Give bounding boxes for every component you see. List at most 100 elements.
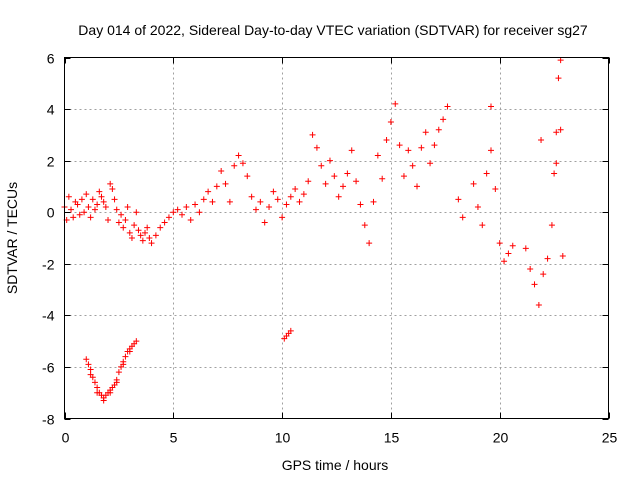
data-point (128, 235, 135, 241)
data-point (535, 302, 542, 309)
data-point (300, 191, 307, 198)
x-tick-label: 25 (602, 430, 618, 446)
data-point (74, 201, 81, 208)
data-point (146, 235, 153, 241)
data-point (479, 222, 486, 229)
data-point (366, 240, 373, 247)
data-point (522, 245, 529, 252)
data-point (239, 160, 246, 167)
data-point (344, 170, 351, 177)
data-point (179, 211, 186, 218)
data-point (89, 196, 96, 203)
data-point (309, 131, 316, 138)
data-point (266, 204, 273, 211)
data-point (91, 379, 98, 386)
data-point (248, 193, 255, 200)
data-point (65, 193, 72, 200)
data-point (76, 211, 83, 218)
data-point (487, 147, 494, 154)
data-point (331, 173, 338, 180)
data-point (115, 369, 122, 376)
data-point (111, 196, 118, 203)
data-point (133, 209, 140, 216)
data-point (205, 188, 212, 195)
data-point (81, 209, 88, 216)
data-point (83, 191, 90, 198)
data-point (91, 206, 98, 213)
data-point (83, 356, 90, 363)
data-point (418, 144, 425, 151)
data-point (531, 281, 538, 288)
data-point (85, 361, 92, 368)
y-tick-label: -4 (42, 308, 55, 324)
data-point (122, 216, 129, 223)
data-point (170, 209, 177, 216)
data-point (383, 137, 390, 144)
chart-title: Day 014 of 2022, Sidereal Day-to-day VTE… (78, 22, 588, 38)
data-point (85, 204, 92, 211)
data-point (244, 173, 251, 180)
y-tick-label: 4 (47, 102, 55, 118)
data-point (483, 170, 490, 177)
y-axis-label: SDTVAR / TECUs (4, 182, 20, 294)
data-point (113, 206, 120, 213)
data-point (113, 379, 120, 386)
data-point (435, 126, 442, 133)
data-point (226, 198, 233, 205)
data-markers (61, 57, 566, 404)
y-tick-label: 2 (47, 154, 55, 170)
data-point (187, 216, 194, 223)
data-point (157, 224, 164, 231)
data-point (283, 201, 290, 208)
data-point (137, 232, 144, 239)
data-point (559, 253, 566, 260)
data-point (144, 224, 151, 231)
y-tick-label: 6 (47, 51, 55, 67)
data-point (557, 57, 564, 64)
data-point (131, 222, 138, 229)
data-point (326, 157, 333, 164)
data-point (555, 75, 562, 82)
data-point (459, 214, 466, 221)
data-point (120, 224, 127, 231)
data-point (322, 180, 329, 187)
data-point (340, 183, 347, 190)
data-point (218, 167, 225, 174)
data-point (126, 348, 133, 355)
data-point (487, 103, 494, 110)
data-point (348, 147, 355, 154)
data-point (107, 180, 114, 187)
data-point (87, 366, 94, 373)
data-point (118, 211, 125, 218)
data-point (444, 103, 451, 110)
data-point (313, 144, 320, 151)
data-point (87, 214, 94, 221)
data-point (222, 180, 229, 187)
data-point (335, 193, 342, 200)
data-point (107, 389, 114, 396)
data-point (292, 186, 299, 193)
data-point (231, 162, 238, 169)
data-point (142, 229, 149, 236)
data-point (505, 250, 512, 257)
data-point (70, 214, 77, 221)
data-point (183, 204, 190, 211)
data-point (120, 361, 127, 368)
data-point (440, 116, 447, 123)
data-point (257, 198, 264, 205)
data-point (148, 240, 155, 247)
data-point (152, 232, 159, 239)
data-point (538, 137, 545, 144)
data-point (557, 126, 564, 133)
data-point (400, 173, 407, 180)
data-point (139, 237, 146, 244)
data-point (192, 201, 199, 208)
y-tick-label: -8 (42, 412, 55, 428)
data-point (279, 214, 286, 221)
data-point (126, 229, 133, 236)
data-point (165, 214, 172, 221)
data-point (548, 222, 555, 229)
data-point (492, 186, 499, 193)
data-point (551, 170, 558, 177)
